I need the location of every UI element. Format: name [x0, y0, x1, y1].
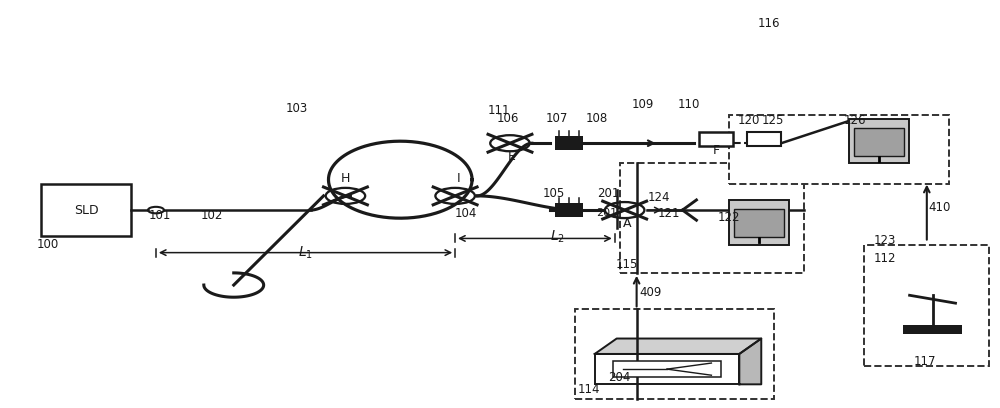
Bar	[734, 209, 784, 237]
Text: $L_2$: $L_2$	[550, 228, 565, 244]
Text: 124: 124	[648, 191, 670, 204]
Text: 111: 111	[488, 104, 511, 117]
Bar	[620, 164, 804, 273]
Polygon shape	[595, 354, 739, 384]
Text: 100: 100	[36, 237, 59, 251]
Text: I: I	[457, 172, 461, 185]
Text: 104: 104	[455, 207, 478, 220]
Text: 409: 409	[640, 286, 662, 299]
Bar	[854, 128, 904, 156]
Bar	[747, 132, 781, 146]
Text: 107: 107	[546, 112, 568, 125]
Text: 103: 103	[286, 102, 308, 115]
Text: F: F	[713, 144, 720, 157]
Text: 126: 126	[844, 114, 867, 127]
Text: 121: 121	[658, 207, 680, 220]
Bar	[613, 361, 721, 377]
Text: A: A	[623, 217, 631, 230]
Text: H: H	[340, 172, 350, 185]
Text: 120: 120	[737, 114, 760, 127]
Text: 105: 105	[543, 187, 565, 200]
Text: 101: 101	[149, 209, 171, 222]
Text: 114: 114	[578, 384, 600, 397]
Text: 102: 102	[201, 209, 223, 222]
Text: 201: 201	[596, 208, 617, 218]
Bar	[729, 200, 789, 244]
Text: $L_1$: $L_1$	[298, 244, 313, 261]
Text: 112: 112	[874, 252, 896, 265]
Text: 106: 106	[497, 112, 519, 125]
Text: 204: 204	[608, 371, 630, 384]
Bar	[864, 244, 989, 366]
Bar	[41, 184, 131, 236]
Polygon shape	[595, 339, 761, 354]
Text: 122: 122	[717, 211, 740, 224]
Polygon shape	[739, 339, 761, 384]
Text: 410: 410	[929, 201, 951, 214]
Bar	[555, 203, 583, 217]
Bar	[903, 325, 962, 334]
Bar	[555, 136, 583, 150]
Bar	[729, 115, 949, 184]
Text: 116: 116	[758, 17, 780, 30]
Text: 108: 108	[586, 112, 608, 125]
Text: 125: 125	[761, 114, 784, 127]
Text: 201: 201	[597, 187, 619, 200]
Bar	[849, 119, 909, 164]
Text: 117: 117	[914, 355, 936, 368]
Text: E: E	[508, 150, 516, 163]
Bar	[699, 132, 733, 146]
Text: 109: 109	[632, 98, 654, 111]
Text: 123: 123	[874, 233, 896, 246]
Text: SLD: SLD	[74, 204, 98, 217]
Text: 110: 110	[678, 98, 700, 111]
Bar	[575, 309, 774, 399]
Text: 115: 115	[616, 258, 638, 271]
